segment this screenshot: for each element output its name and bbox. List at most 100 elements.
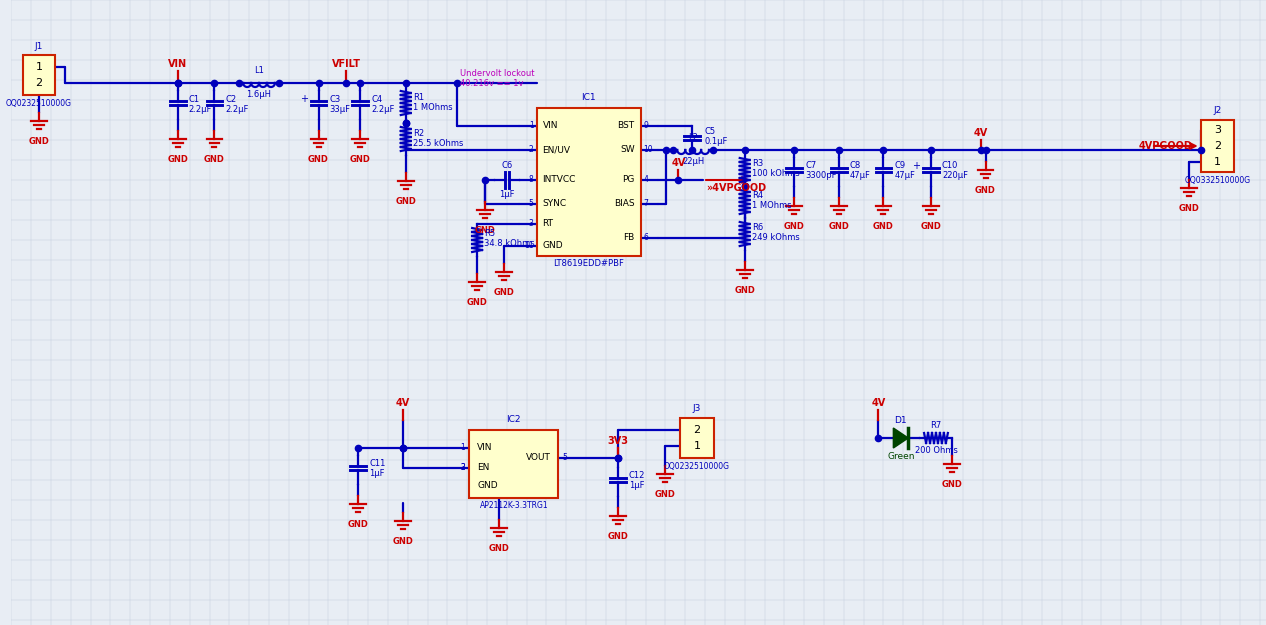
Text: 220μF: 220μF xyxy=(942,171,968,181)
Text: GND: GND xyxy=(543,241,563,251)
Text: 3: 3 xyxy=(461,464,465,472)
Bar xyxy=(1200,120,1234,172)
Text: 2: 2 xyxy=(1214,141,1220,151)
Text: R2: R2 xyxy=(413,129,424,138)
Text: EN/UV: EN/UV xyxy=(543,146,571,154)
Text: D1: D1 xyxy=(895,416,908,425)
Text: C4: C4 xyxy=(371,94,382,104)
Text: L2: L2 xyxy=(689,133,698,142)
Text: FB: FB xyxy=(623,234,634,242)
Text: LT8619EDD#PBF: LT8619EDD#PBF xyxy=(553,259,624,268)
Text: 10: 10 xyxy=(643,146,653,154)
Text: Undervolt lockout: Undervolt lockout xyxy=(461,69,534,78)
Text: GND: GND xyxy=(828,222,849,231)
Bar xyxy=(537,108,641,256)
Text: 1: 1 xyxy=(461,444,465,452)
Text: C8: C8 xyxy=(849,161,861,171)
Text: SW: SW xyxy=(620,146,634,154)
Bar xyxy=(470,430,558,498)
Text: GND: GND xyxy=(874,222,894,231)
Text: C5: C5 xyxy=(704,127,715,136)
Text: PG: PG xyxy=(623,176,634,184)
Text: 2: 2 xyxy=(35,78,43,88)
Text: 2.2μF: 2.2μF xyxy=(189,104,213,114)
Text: 2: 2 xyxy=(529,146,533,154)
Text: 2.2μF: 2.2μF xyxy=(225,104,248,114)
Text: 200 Ohms: 200 Ohms xyxy=(914,446,957,455)
Text: VIN: VIN xyxy=(543,121,558,131)
Text: 1: 1 xyxy=(35,62,43,72)
Text: BST: BST xyxy=(618,121,634,131)
Text: 1: 1 xyxy=(694,441,700,451)
Text: IC2: IC2 xyxy=(506,415,522,424)
Text: RT: RT xyxy=(543,219,553,229)
Text: 2: 2 xyxy=(461,464,465,472)
Text: +: + xyxy=(912,161,920,171)
Text: GND: GND xyxy=(348,520,368,529)
Text: R1: R1 xyxy=(413,92,424,101)
Text: 8: 8 xyxy=(529,176,533,184)
Text: VIN: VIN xyxy=(477,444,492,452)
Polygon shape xyxy=(894,428,908,448)
Text: 7: 7 xyxy=(643,199,648,209)
Text: VIN: VIN xyxy=(168,59,187,69)
Text: 3V3: 3V3 xyxy=(608,436,628,446)
Text: EN: EN xyxy=(477,464,490,472)
Text: 1μF: 1μF xyxy=(629,481,644,491)
Text: R3: R3 xyxy=(752,159,763,169)
Text: C12: C12 xyxy=(629,471,646,481)
Text: 9: 9 xyxy=(643,121,648,131)
Text: 100 kOhms: 100 kOhms xyxy=(752,169,799,179)
Text: 1.6μH: 1.6μH xyxy=(247,90,272,99)
Text: C7: C7 xyxy=(805,161,817,171)
Text: SYNC: SYNC xyxy=(543,199,567,209)
Text: GND: GND xyxy=(489,544,509,553)
Text: R7: R7 xyxy=(931,421,942,430)
Text: J2: J2 xyxy=(1213,106,1222,115)
Text: VFILT: VFILT xyxy=(332,59,361,69)
Text: 3: 3 xyxy=(529,219,533,229)
Text: OQ0332510000G: OQ0332510000G xyxy=(1185,176,1251,185)
Text: GND: GND xyxy=(942,480,962,489)
Text: C9: C9 xyxy=(894,161,905,171)
Text: GND: GND xyxy=(395,197,417,206)
Text: R5: R5 xyxy=(484,229,495,239)
Text: L1: L1 xyxy=(254,66,265,75)
Text: GND: GND xyxy=(204,155,225,164)
Text: 0.1μF: 0.1μF xyxy=(704,138,728,146)
Text: 1 MOhms: 1 MOhms xyxy=(413,102,452,111)
Text: GND: GND xyxy=(494,288,514,297)
Text: R4: R4 xyxy=(752,191,762,201)
Text: 47μF: 47μF xyxy=(849,171,871,181)
Text: +: + xyxy=(300,94,308,104)
Text: 25.5 kOhms: 25.5 kOhms xyxy=(413,139,463,148)
Text: 6: 6 xyxy=(643,234,648,242)
Text: 2: 2 xyxy=(694,425,700,435)
Text: 4VPGOOD: 4VPGOOD xyxy=(1139,141,1193,151)
Text: OQ0232510000G: OQ0232510000G xyxy=(6,99,72,108)
Text: 1 MOhms: 1 MOhms xyxy=(752,201,791,211)
Text: GND: GND xyxy=(29,137,49,146)
Text: 4: 4 xyxy=(643,176,648,184)
Text: C6: C6 xyxy=(501,161,513,170)
Text: GND: GND xyxy=(608,532,628,541)
Bar xyxy=(680,418,714,458)
Text: R6: R6 xyxy=(752,224,763,232)
Bar xyxy=(23,55,54,95)
Text: GND: GND xyxy=(308,155,329,164)
Text: Green: Green xyxy=(887,452,914,461)
Text: 1μF: 1μF xyxy=(370,469,385,479)
Text: C1: C1 xyxy=(189,94,200,104)
Text: GND: GND xyxy=(655,490,676,499)
Text: GND: GND xyxy=(477,481,498,489)
Text: 4V: 4V xyxy=(871,398,886,408)
Text: GND: GND xyxy=(975,186,996,195)
Text: C2: C2 xyxy=(225,94,237,104)
Text: 11: 11 xyxy=(524,241,533,251)
Text: VOUT: VOUT xyxy=(525,454,551,462)
Text: GND: GND xyxy=(784,222,805,231)
Text: OQ0232510000G: OQ0232510000G xyxy=(665,462,730,471)
Text: AP2112K-3.3TRG1: AP2112K-3.3TRG1 xyxy=(480,501,548,510)
Text: 1μF: 1μF xyxy=(499,190,514,199)
Text: GND: GND xyxy=(475,226,495,235)
